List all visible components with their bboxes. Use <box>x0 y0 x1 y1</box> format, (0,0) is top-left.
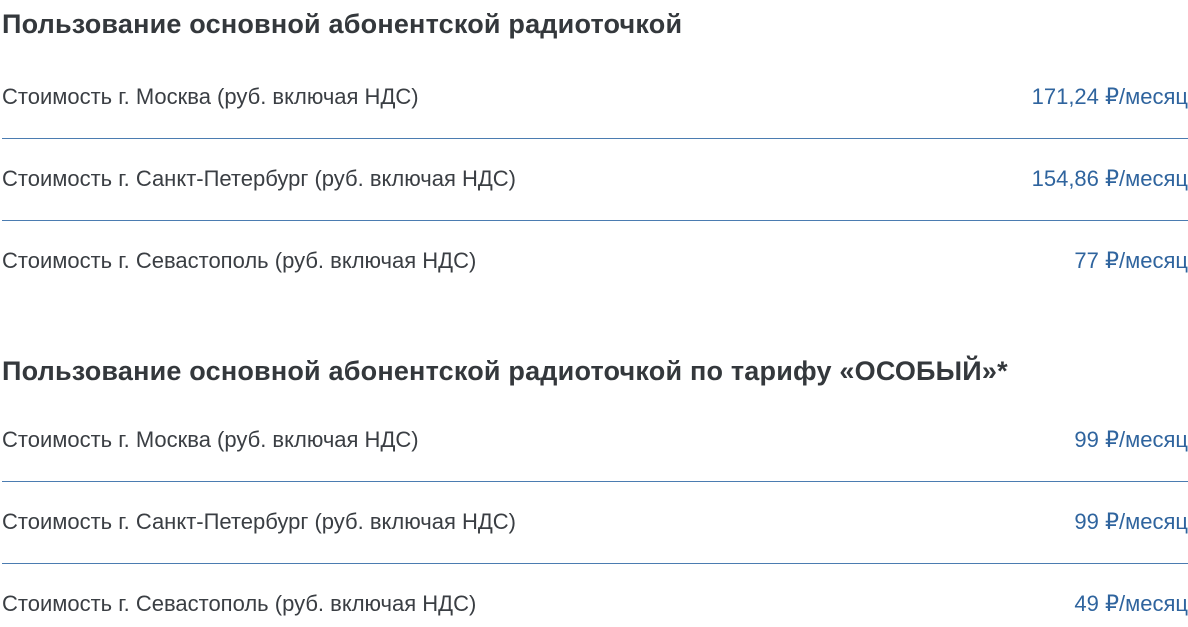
row-label-spb: Стоимость г. Санкт-Петербург (руб. включ… <box>2 509 516 535</box>
row-price-spb: 99 ₽/месяц <box>1074 509 1188 535</box>
row-label-spb: Стоимость г. Санкт-Петербург (руб. включ… <box>2 166 516 192</box>
section-title-osobyi: Пользование основной абонентской радиото… <box>2 356 1008 386</box>
row-label-moscow: Стоимость г. Москва (руб. включая НДС) <box>2 427 419 453</box>
section-osobyi-tariff: Пользование основной абонентской радиото… <box>2 355 1188 627</box>
row-price-moscow: 171,24 ₽/месяц <box>1031 84 1188 110</box>
table-row: Стоимость г. Санкт-Петербург (руб. включ… <box>2 482 1188 564</box>
row-label-sevastopol: Стоимость г. Севастополь (руб. включая Н… <box>2 591 477 617</box>
row-price-sevastopol: 49 ₽/месяц <box>1074 591 1188 617</box>
row-price-moscow: 99 ₽/месяц <box>1074 427 1188 453</box>
table-row: Стоимость г. Москва (руб. включая НДС) 9… <box>2 400 1188 482</box>
table-row: Стоимость г. Санкт-Петербург (руб. включ… <box>2 139 1188 221</box>
row-label-moscow: Стоимость г. Москва (руб. включая НДС) <box>2 84 419 110</box>
table-row: Стоимость г. Севастополь (руб. включая Н… <box>2 221 1188 302</box>
row-price-sevastopol: 77 ₽/месяц <box>1074 248 1188 274</box>
section-main-radio-point: Пользование основной абонентской радиото… <box>2 8 1188 302</box>
tariff-rows-osobyi: Стоимость г. Москва (руб. включая НДС) 9… <box>2 400 1188 627</box>
section-title-main: Пользование основной абонентской радиото… <box>2 9 683 39</box>
row-price-spb: 154,86 ₽/месяц <box>1031 166 1188 192</box>
tariff-rows-main: Стоимость г. Москва (руб. включая НДС) 1… <box>2 57 1188 302</box>
table-row: Стоимость г. Москва (руб. включая НДС) 1… <box>2 57 1188 139</box>
table-row: Стоимость г. Севастополь (руб. включая Н… <box>2 564 1188 627</box>
row-label-sevastopol: Стоимость г. Севастополь (руб. включая Н… <box>2 248 477 274</box>
